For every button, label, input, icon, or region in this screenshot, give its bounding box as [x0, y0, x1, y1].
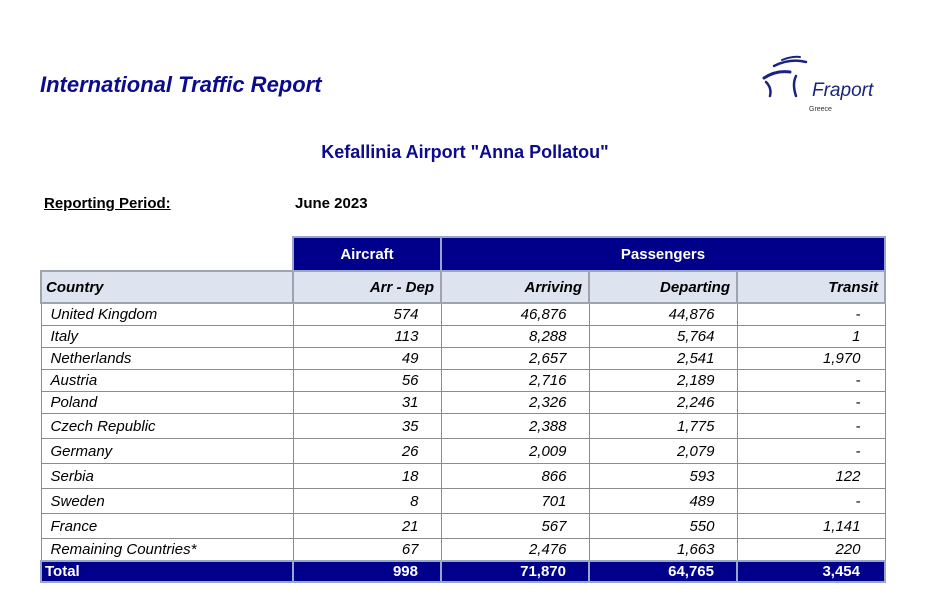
aircraft-cell: 31	[292, 391, 442, 414]
total-row: Total 998 71,870 64,765 3,454	[40, 560, 886, 583]
table-row: Poland 31 2,326 2,246 -	[40, 391, 886, 414]
total-aircraft: 998	[292, 560, 442, 583]
aircraft-group-header: Aircraft	[292, 236, 442, 272]
transit-cell: -	[736, 391, 886, 414]
table-row: France 21 567 550 1,141	[40, 513, 886, 539]
table-row: Serbia 18 866 593 122	[40, 463, 886, 489]
arriving-cell: 701	[440, 488, 590, 514]
transit-cell: -	[736, 413, 886, 439]
aircraft-cell: 35	[292, 413, 442, 439]
table-row: Remaining Countries* 67 2,476 1,663 220	[40, 538, 886, 562]
table-row: Czech Republic 35 2,388 1,775 -	[40, 413, 886, 439]
group-header-row: Aircraft Passengers	[41, 236, 886, 272]
arriving-cell: 2,009	[440, 438, 590, 464]
passengers-group-header: Passengers	[440, 236, 886, 272]
departing-cell: 1,775	[588, 413, 738, 439]
transit-cell: -	[736, 302, 886, 326]
transit-cell: 1	[736, 325, 886, 348]
country-cell: Germany	[40, 438, 294, 464]
period-label: Reporting Period:	[44, 195, 171, 212]
table-row: Sweden 8 701 489 -	[40, 488, 886, 514]
departing-cell: 593	[588, 463, 738, 489]
aircraft-cell: 26	[292, 438, 442, 464]
traffic-table: Aircraft Passengers Country Arr - Dep Ar…	[40, 236, 886, 583]
arriving-cell: 8,288	[440, 325, 590, 348]
aircraft-cell: 8	[292, 488, 442, 514]
arriving-cell: 2,476	[440, 538, 590, 562]
aircraft-cell: 18	[292, 463, 442, 489]
departing-cell: 2,541	[588, 347, 738, 370]
aircraft-cell: 21	[292, 513, 442, 539]
fraport-swoosh-icon	[762, 55, 808, 98]
arriving-cell: 866	[440, 463, 590, 489]
arriving-cell: 2,388	[440, 413, 590, 439]
arriving-cell: 567	[440, 513, 590, 539]
col-header-country: Country	[40, 270, 294, 304]
departing-cell: 2,246	[588, 391, 738, 414]
total-label: Total	[40, 560, 294, 583]
country-cell: France	[40, 513, 294, 539]
arriving-cell: 2,326	[440, 391, 590, 414]
col-header-departing: Departing	[588, 270, 738, 304]
column-header-row: Country Arr - Dep Arriving Departing Tra…	[40, 270, 886, 304]
report-title: International Traffic Report	[40, 72, 322, 97]
table-row: Netherlands 49 2,657 2,541 1,970	[40, 347, 886, 370]
airport-name: Kefallinia Airport "Anna Pollatou"	[0, 142, 926, 163]
arriving-cell: 46,876	[440, 302, 590, 326]
aircraft-cell: 113	[292, 325, 442, 348]
transit-cell: -	[736, 488, 886, 514]
country-cell: Netherlands	[40, 347, 294, 370]
transit-cell: 1,141	[736, 513, 886, 539]
country-cell: Sweden	[40, 488, 294, 514]
transit-cell: 1,970	[736, 347, 886, 370]
country-cell: United Kingdom	[40, 302, 294, 326]
departing-cell: 2,079	[588, 438, 738, 464]
aircraft-cell: 49	[292, 347, 442, 370]
arriving-cell: 2,657	[440, 347, 590, 370]
transit-cell: -	[736, 369, 886, 392]
blank-cell	[41, 237, 293, 271]
aircraft-cell: 56	[292, 369, 442, 392]
period-value: June 2023	[295, 195, 368, 212]
table-row: Austria 56 2,716 2,189 -	[40, 369, 886, 392]
total-transit: 3,454	[736, 560, 886, 583]
departing-cell: 1,663	[588, 538, 738, 562]
logo-subtitle: Greece	[809, 106, 832, 113]
country-cell: Czech Republic	[40, 413, 294, 439]
arriving-cell: 2,716	[440, 369, 590, 392]
country-cell: Serbia	[40, 463, 294, 489]
country-cell: Poland	[40, 391, 294, 414]
country-cell: Italy	[40, 325, 294, 348]
logo-wordmark: Fraport	[812, 80, 874, 101]
departing-cell: 5,764	[588, 325, 738, 348]
country-cell: Austria	[40, 369, 294, 392]
departing-cell: 489	[588, 488, 738, 514]
total-arriving: 71,870	[440, 560, 590, 583]
table-row: Italy 113 8,288 5,764 1	[40, 325, 886, 348]
country-cell: Remaining Countries*	[40, 538, 294, 562]
table-row: United Kingdom 574 46,876 44,876 -	[40, 302, 886, 326]
col-header-transit: Transit	[736, 270, 886, 304]
total-departing: 64,765	[588, 560, 738, 583]
airport-name-text: Kefallinia Airport "Anna Pollatou"	[321, 142, 609, 162]
departing-cell: 550	[588, 513, 738, 539]
departing-cell: 44,876	[588, 302, 738, 326]
departing-cell: 2,189	[588, 369, 738, 392]
col-header-arr-dep: Arr - Dep	[292, 270, 442, 304]
col-header-arriving: Arriving	[440, 270, 590, 304]
transit-cell: 220	[736, 538, 886, 562]
table-row: Germany 26 2,009 2,079 -	[40, 438, 886, 464]
fraport-logo: Fraport Greece	[756, 52, 886, 120]
transit-cell: -	[736, 438, 886, 464]
aircraft-cell: 574	[292, 302, 442, 326]
transit-cell: 122	[736, 463, 886, 489]
aircraft-cell: 67	[292, 538, 442, 562]
